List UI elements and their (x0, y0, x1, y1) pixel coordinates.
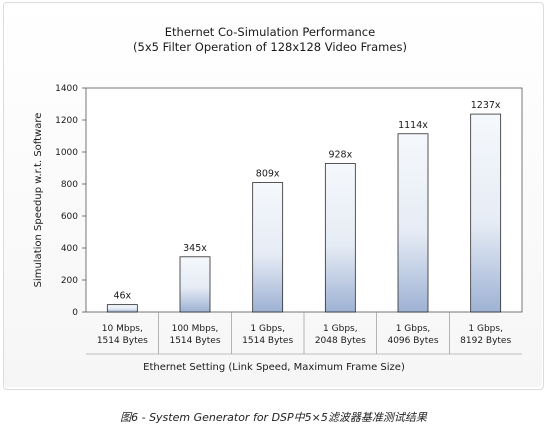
bar (252, 182, 284, 313)
bar-value-label: 1114x (398, 120, 428, 131)
x-tick-label: 1 Gbps, (468, 324, 503, 334)
bar-value-label: 46x (113, 291, 131, 302)
bar-value-label: 345x (183, 243, 207, 254)
y-tick-label: 800 (61, 180, 78, 190)
y-tick-label: 200 (61, 276, 78, 286)
bar-value-label: 1237x (471, 100, 501, 111)
y-axis-title: Simulation Speedup w.r.t. Software (33, 113, 44, 288)
chart: Ethernet Co-Simulation Performance (5x5 … (4, 3, 542, 387)
bar (397, 133, 429, 313)
chart-title: Ethernet Co-Simulation Performance (165, 25, 375, 39)
figure-caption: 图6 - System Generator for DSP中5×5滤波器基准测试… (120, 411, 427, 424)
plot-area (85, 87, 523, 313)
x-tick-label: 8192 Bytes (460, 336, 511, 346)
y-tick-label: 600 (61, 212, 78, 222)
x-tick-label: 1514 Bytes (97, 336, 148, 346)
x-tick-label: 2048 Bytes (315, 336, 366, 346)
x-tick-label: 1514 Bytes (242, 336, 293, 346)
y-tick-label: 1400 (55, 84, 78, 94)
x-tick-label: 1 Gbps, (250, 324, 285, 334)
bars: 46x 345x 809x 928x 1114x 1237x (106, 100, 502, 313)
x-tick-label: 1 Gbps, (323, 324, 358, 334)
x-axis: 10 Mbps, 1514 Bytes 100 Mbps, 1514 Bytes 1 G… (86, 312, 522, 355)
x-tick-label: 100 Mbps, (172, 324, 219, 334)
y-tick-label: 1000 (55, 148, 78, 158)
bar (106, 304, 138, 313)
bar-value-label: 928x (328, 150, 352, 161)
x-axis-title: Ethernet Setting (Link Speed, Maximum Fr… (143, 362, 405, 373)
y-tick-label: 0 (72, 308, 78, 318)
bar (470, 113, 502, 313)
x-tick-label: 1 Gbps, (396, 324, 431, 334)
x-tick-label: 10 Mbps, (102, 324, 143, 334)
bar-value-label: 809x (256, 169, 280, 180)
bar (179, 256, 211, 313)
bar (324, 163, 356, 313)
chart-subtitle: (5x5 Filter Operation of 128x128 Video F… (133, 40, 407, 54)
y-tick-label: 1200 (55, 116, 78, 126)
x-tick-label: 1514 Bytes (169, 336, 220, 346)
x-tick-label: 4096 Bytes (387, 336, 438, 346)
y-axis: 0 200 400 600 800 1000 1200 1400 (55, 84, 86, 318)
y-tick-label: 400 (61, 244, 78, 254)
